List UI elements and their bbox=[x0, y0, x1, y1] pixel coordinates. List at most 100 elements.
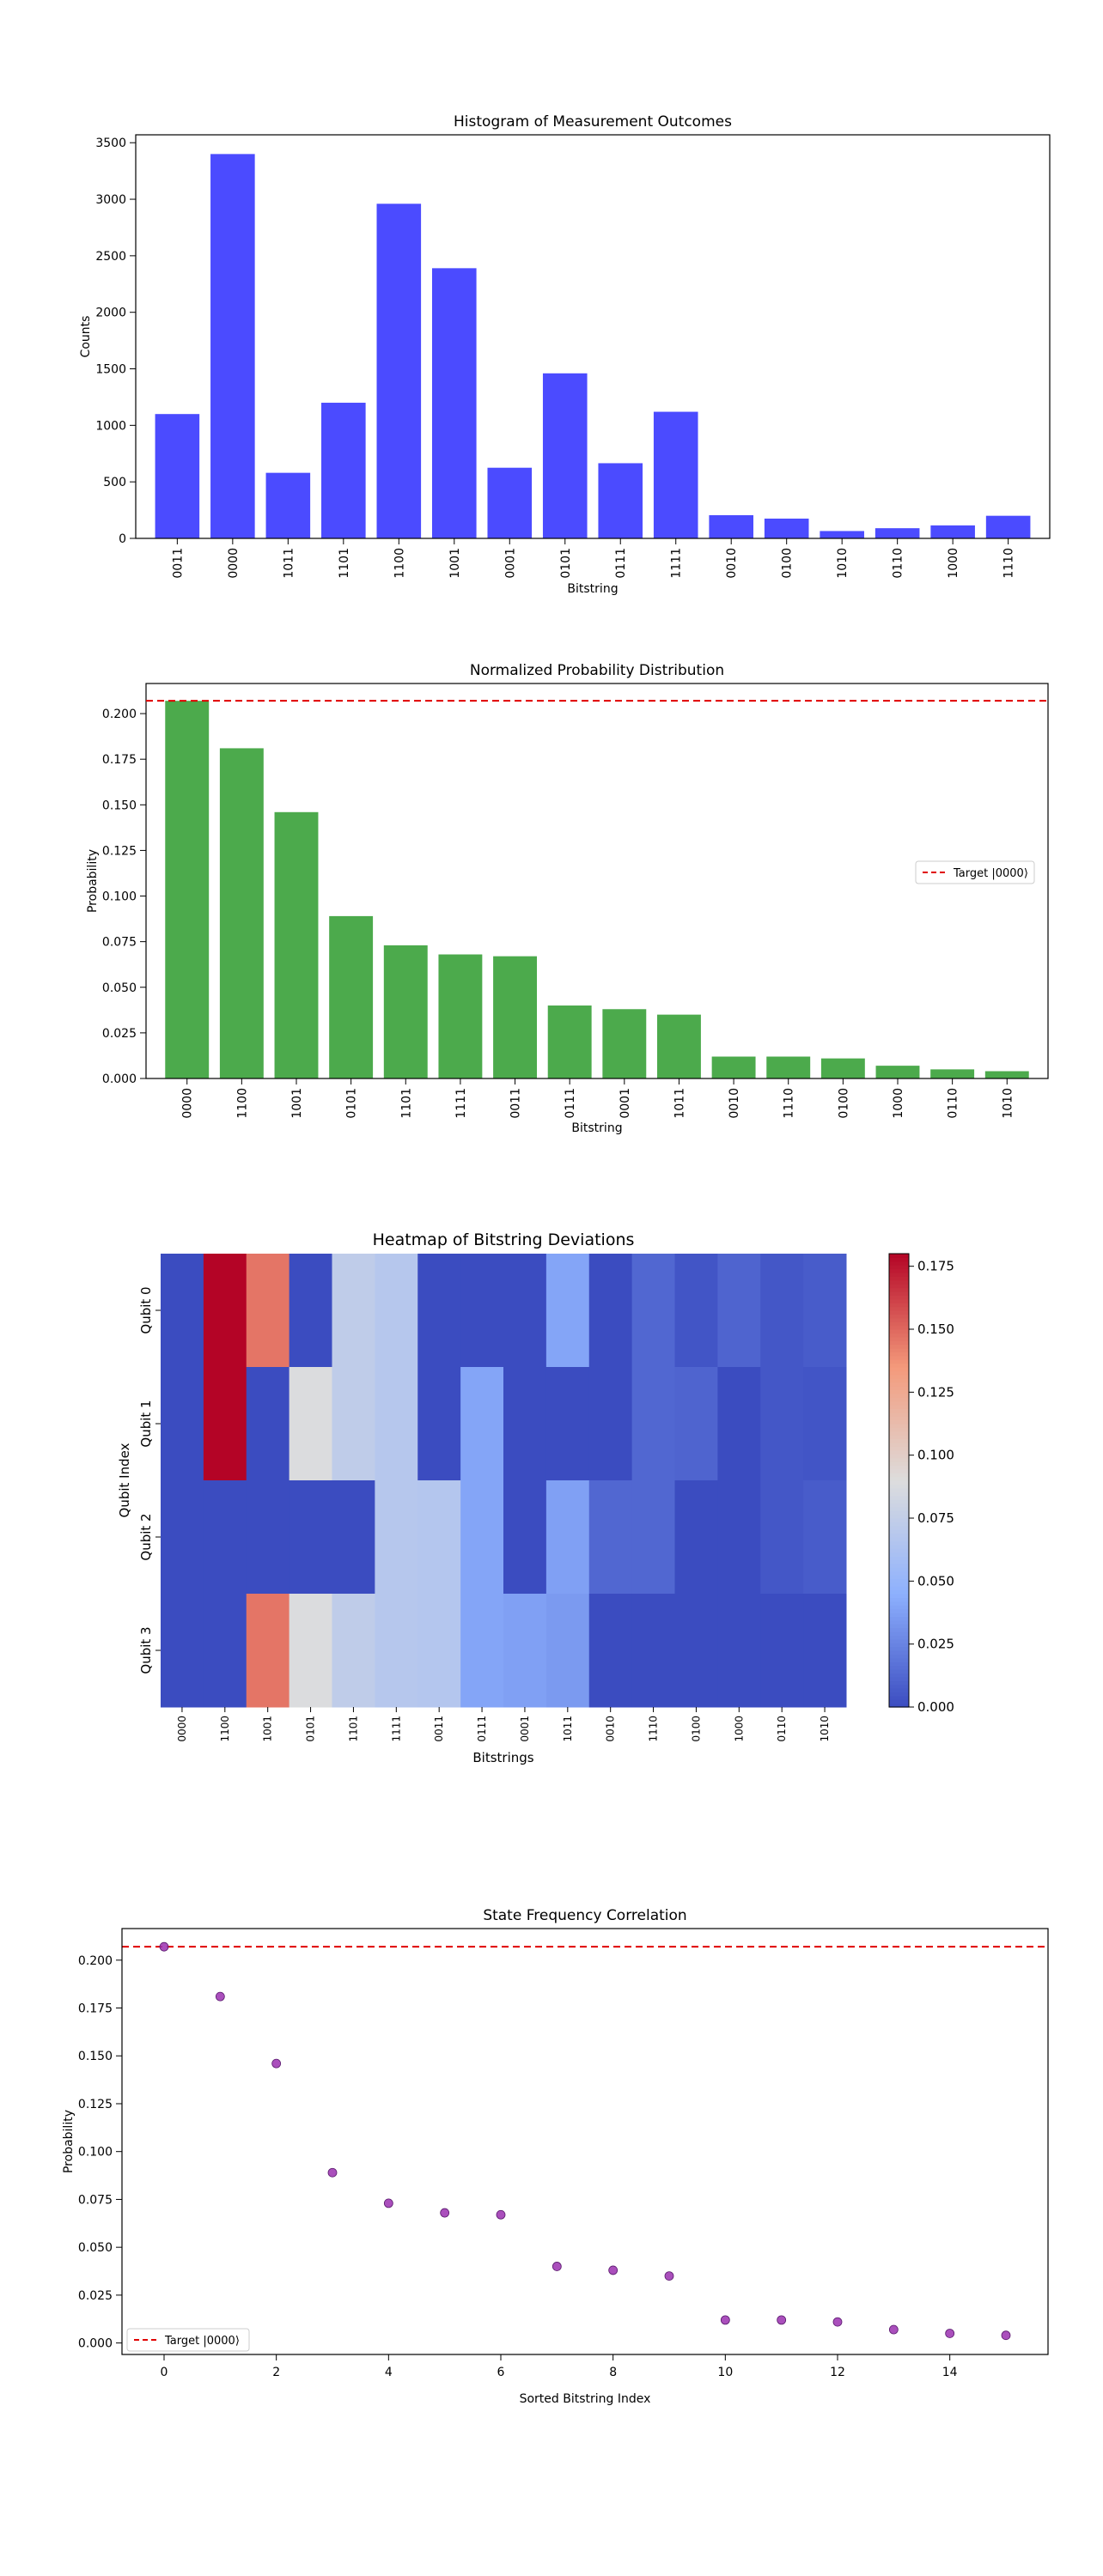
colorbar-tick-label: 0.025 bbox=[917, 1637, 954, 1652]
colorbar-segment bbox=[889, 1457, 909, 1462]
chart2-bar bbox=[930, 1069, 975, 1078]
heatmap-cell bbox=[161, 1254, 204, 1368]
chart4-ytick-label: 0.025 bbox=[78, 2289, 113, 2303]
colorbar-tick-label: 0.125 bbox=[917, 1384, 954, 1400]
chart1-ytick-label: 3000 bbox=[95, 193, 126, 207]
chart3-xtick-label: 0001 bbox=[519, 1716, 531, 1742]
chart2-legend: Target |0000⟩ bbox=[915, 860, 1035, 884]
chart3-xlabel: Bitstrings bbox=[472, 1750, 533, 1765]
chart4-ytick-label: 0.100 bbox=[78, 2146, 113, 2160]
chart3-xtick-label: 1000 bbox=[733, 1716, 745, 1742]
colorbar-segment bbox=[889, 1473, 909, 1478]
chart1-xtick-label: 1111 bbox=[670, 548, 684, 579]
colorbar-segment bbox=[889, 1567, 909, 1572]
chart2-ytick-label: 0.200 bbox=[102, 708, 137, 721]
chart4-point bbox=[720, 2315, 730, 2325]
chart4-point bbox=[215, 1991, 225, 2002]
chart1-xtick-label: 0101 bbox=[559, 548, 573, 579]
heatmap-cell bbox=[588, 1367, 633, 1481]
colorbar-segment bbox=[889, 1443, 909, 1447]
chart4-ytick-label: 0.125 bbox=[78, 2098, 113, 2111]
heatmap-cell bbox=[460, 1594, 504, 1708]
colorbar-segment bbox=[889, 1397, 909, 1402]
colorbar-segment bbox=[889, 1703, 909, 1708]
heatmap-cell bbox=[375, 1594, 418, 1708]
chart2-xtick-label: 0001 bbox=[619, 1088, 632, 1119]
chart1-title: Histogram of Measurement Outcomes bbox=[454, 113, 732, 131]
chart2-frame bbox=[145, 683, 1049, 1079]
chart2-ytick-label: 0.100 bbox=[102, 890, 137, 904]
heatmap-cell bbox=[717, 1254, 761, 1368]
chart2-legend-label: Target |0000⟩ bbox=[953, 867, 1028, 880]
chart1-ytick-label: 1000 bbox=[95, 419, 126, 433]
chart1-bar bbox=[376, 204, 422, 539]
heatmap-cell bbox=[588, 1594, 633, 1708]
colorbar-segment bbox=[889, 1605, 909, 1610]
colorbar-segment bbox=[889, 1688, 909, 1692]
chart4-frame bbox=[121, 1928, 1049, 2355]
colorbar-segment bbox=[889, 1699, 909, 1704]
colorbar-segment bbox=[889, 1646, 909, 1651]
heatmap-cell bbox=[460, 1367, 504, 1481]
colorbar-segment bbox=[889, 1284, 909, 1289]
heatmap-cell bbox=[803, 1254, 847, 1368]
chart3-xtick-label: 0101 bbox=[305, 1716, 317, 1742]
chart4-point bbox=[440, 2208, 450, 2218]
colorbar-segment bbox=[889, 1518, 909, 1522]
heatmap-cell bbox=[545, 1254, 590, 1368]
colorbar-segment bbox=[889, 1279, 909, 1285]
colorbar-segment bbox=[889, 1449, 909, 1455]
colorbar-segment bbox=[889, 1597, 909, 1602]
chart3-xtick-label: 0110 bbox=[776, 1716, 788, 1742]
colorbar-tick-label: 0.175 bbox=[917, 1259, 954, 1274]
colorbar-segment bbox=[889, 1352, 909, 1357]
chart1-ytick-label: 3500 bbox=[95, 137, 126, 150]
chart2-xtick-label: 1101 bbox=[399, 1088, 413, 1119]
chart4-point bbox=[888, 2324, 899, 2335]
chart1-bar bbox=[487, 467, 533, 538]
chart2-ytick-label: 0.150 bbox=[102, 799, 137, 812]
colorbar-segment bbox=[889, 1303, 909, 1308]
colorbar-segment bbox=[889, 1669, 909, 1674]
chart2-xtick-label: 0010 bbox=[728, 1088, 741, 1119]
colorbar-segment bbox=[889, 1563, 909, 1568]
chart4-title: State Frequency Correlation bbox=[483, 1907, 686, 1924]
chart2-xtick-label: 1111 bbox=[454, 1088, 468, 1119]
colorbar-segment bbox=[889, 1676, 909, 1681]
colorbar-segment bbox=[889, 1378, 909, 1383]
colorbar-segment bbox=[889, 1325, 909, 1330]
colorbar-segment bbox=[889, 1616, 909, 1621]
heatmap-cell bbox=[674, 1367, 718, 1481]
colorbar-segment bbox=[889, 1276, 909, 1281]
colorbar-segment bbox=[889, 1340, 909, 1346]
colorbar-segment bbox=[889, 1314, 909, 1319]
heatmap-cell bbox=[631, 1594, 675, 1708]
colorbar-segment bbox=[889, 1601, 909, 1606]
colorbar-segment bbox=[889, 1344, 909, 1349]
colorbar-segment bbox=[889, 1476, 909, 1481]
colorbar-segment bbox=[889, 1657, 909, 1662]
colorbar-segment bbox=[889, 1673, 909, 1678]
heatmap-cell bbox=[289, 1254, 332, 1368]
heatmap-cell bbox=[332, 1594, 375, 1708]
chart3-xtick-label: 1001 bbox=[262, 1716, 274, 1742]
heatmap-cell bbox=[203, 1480, 247, 1595]
colorbar-segment bbox=[889, 1650, 909, 1655]
colorbar-segment bbox=[889, 1525, 909, 1530]
chart2-bar bbox=[547, 1005, 592, 1078]
chart4-point bbox=[1001, 2330, 1011, 2341]
colorbar-segment bbox=[889, 1533, 909, 1538]
chart1-xlabel: Bitstring bbox=[567, 582, 618, 596]
chart2-bar bbox=[602, 1009, 647, 1078]
colorbar-segment bbox=[889, 1548, 909, 1553]
chart1-xtick-label: 1000 bbox=[947, 548, 960, 579]
colorbar-segment bbox=[889, 1374, 909, 1379]
colorbar-segment bbox=[889, 1310, 909, 1315]
heatmap-cell bbox=[803, 1367, 847, 1481]
heatmap-cell bbox=[545, 1480, 590, 1595]
heatmap-cell bbox=[203, 1367, 247, 1481]
chart1-xtick-label: 1010 bbox=[836, 548, 850, 579]
chart3-ylabel: Qubit Index bbox=[117, 1443, 132, 1517]
chart2-xtick-label: 0000 bbox=[181, 1088, 195, 1119]
chart1-xtick-label: 1110 bbox=[1002, 548, 1016, 579]
